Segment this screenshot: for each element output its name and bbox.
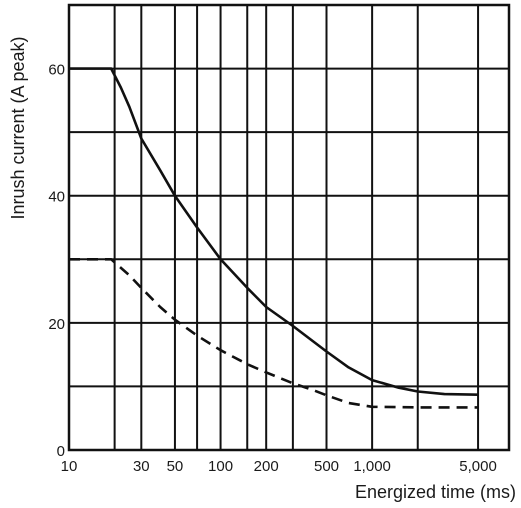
y-tick-label: 60 [48,62,65,79]
series-line-solid [69,67,479,396]
series-group [69,67,479,409]
x-tick-label: 5,000 [459,458,497,475]
x-tick-label: 50 [167,458,184,475]
x-tick-label: 10 [61,458,78,475]
y-tick-label: 0 [57,443,65,460]
tick-labels: 10 30 50 100 200 500 1,000 5,000 0 20 40 60 [48,62,497,475]
x-axis-title: Energized time (ms) [355,482,516,502]
grid [68,5,509,450]
plot-frame [67,3,511,452]
x-tick-label: 30 [133,458,150,475]
y-tick-label: 20 [48,316,65,333]
x-tick-label: 100 [208,458,233,475]
x-tick-label: 1,000 [353,458,391,475]
series-line-dashed [69,258,479,409]
x-tick-label: 200 [254,458,279,475]
y-axis-title: Inrush current (A peak) [8,36,28,219]
x-tick-label: 500 [314,458,339,475]
y-tick-label: 40 [48,189,65,206]
